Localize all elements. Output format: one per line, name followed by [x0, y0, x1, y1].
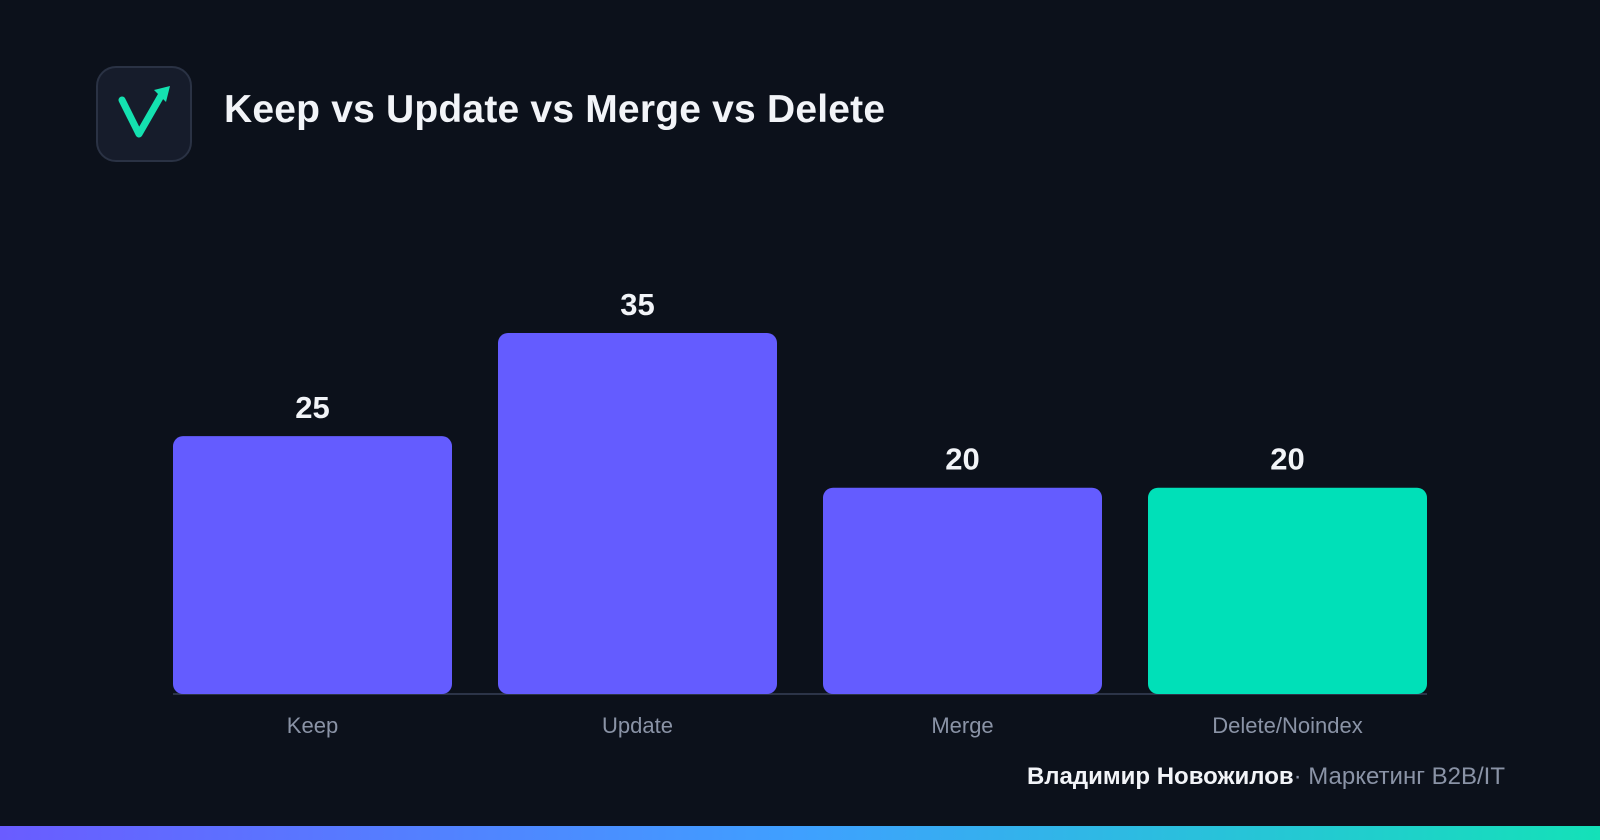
footer-tagline: Маркетинг B2B/IT — [1308, 763, 1505, 790]
logo — [96, 66, 192, 162]
x-tick-label: Keep — [287, 713, 338, 738]
bar-keep — [173, 436, 452, 694]
bar-chart: 25 Keep 35 Update 20 Merge 20 Delete/Noindex — [173, 287, 1427, 738]
data-label: 20 — [1270, 442, 1304, 477]
page-title: Keep vs Update vs Merge vs Delete — [224, 88, 886, 131]
x-tick-label: Merge — [931, 713, 993, 738]
footer-separator: · — [1293, 763, 1302, 790]
data-label: 35 — [620, 287, 654, 322]
footer-author: Владимир Новожилов — [1026, 763, 1294, 790]
gradient-accent-bar — [0, 826, 1600, 840]
bar-update — [498, 333, 777, 694]
data-label: 20 — [945, 442, 979, 477]
data-label: 25 — [295, 390, 329, 425]
footer-credit: Владимир Новожилов· Маркетинг B2B/IT — [1027, 763, 1505, 791]
bar-delete-noindex — [1148, 487, 1427, 694]
bar-merge — [823, 487, 1102, 694]
x-tick-label: Delete/Noindex — [1212, 713, 1362, 738]
x-tick-label: Update — [602, 713, 673, 738]
checkmark-arrow-icon — [118, 86, 170, 138]
